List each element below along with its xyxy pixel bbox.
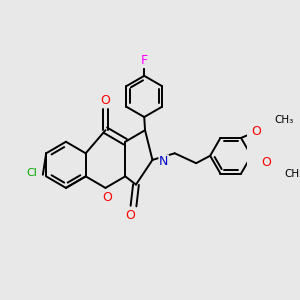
Text: O: O	[100, 94, 110, 107]
Text: F: F	[141, 55, 148, 68]
Text: N: N	[159, 155, 168, 168]
Text: CH₃: CH₃	[285, 169, 300, 179]
Text: CH₃: CH₃	[274, 115, 293, 125]
Text: O: O	[125, 209, 135, 222]
Text: Cl: Cl	[27, 168, 38, 178]
Text: O: O	[251, 125, 261, 138]
Text: O: O	[102, 191, 112, 204]
Text: O: O	[261, 156, 271, 169]
